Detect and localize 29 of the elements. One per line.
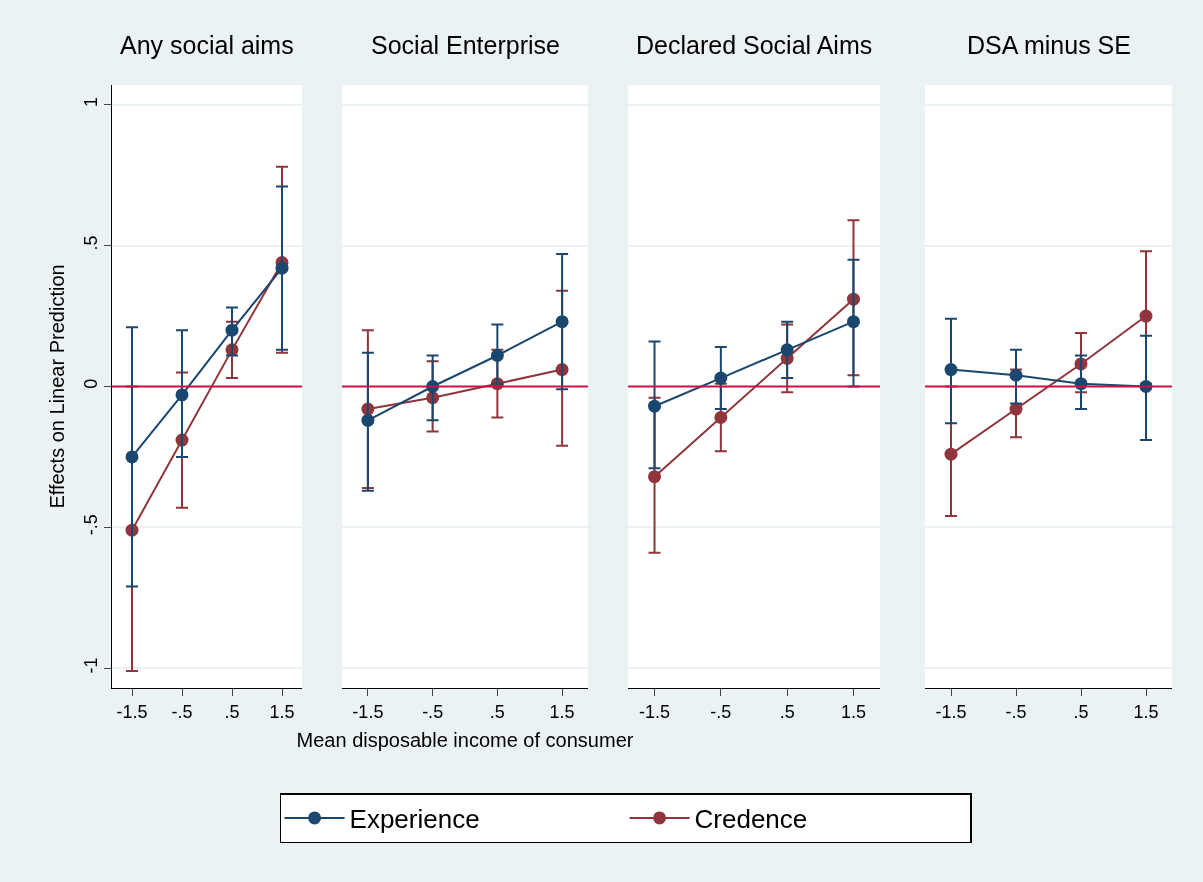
x-tick-label: 1.5 — [269, 701, 295, 722]
y-tick-label: -.5 — [80, 514, 101, 536]
y-tick-label: 1 — [80, 97, 101, 108]
x-tick-label: -1.5 — [639, 701, 671, 722]
chart-title: DSA minus SE — [967, 31, 1131, 59]
chart-title: Declared Social Aims — [636, 31, 873, 59]
y-tick-label: .5 — [80, 235, 101, 251]
x-tick-label: .5 — [489, 701, 505, 722]
x-tick-label: -.5 — [422, 701, 444, 722]
legend-label: Experience — [349, 804, 480, 835]
x-tick-label: .5 — [779, 701, 795, 722]
x-tick-label: 1.5 — [1133, 701, 1159, 722]
x-tick-label: -1.5 — [116, 701, 148, 722]
x-tick-label: -1.5 — [935, 701, 967, 722]
y-tick-label: -1 — [80, 657, 101, 674]
x-tick-label: -1.5 — [352, 701, 384, 722]
chart-title: Any social aims — [120, 31, 294, 59]
x-tick-label: .5 — [224, 701, 240, 722]
x-tick-label: -.5 — [710, 701, 732, 722]
y-tick-label: 0 — [80, 378, 101, 389]
x-tick-label: 1.5 — [549, 701, 575, 722]
x-tick-label: -.5 — [1005, 701, 1027, 722]
y-axis-title: Effects on Linear Prediction — [46, 264, 69, 509]
x-axis-title: Mean disposable income of consumer — [296, 729, 634, 752]
x-tick-label: 1.5 — [840, 701, 866, 722]
x-tick-label: -.5 — [171, 701, 193, 722]
legend-label: Credence — [694, 804, 808, 835]
x-tick-label: .5 — [1073, 701, 1089, 722]
chart-title: Social Enterprise — [371, 31, 560, 59]
